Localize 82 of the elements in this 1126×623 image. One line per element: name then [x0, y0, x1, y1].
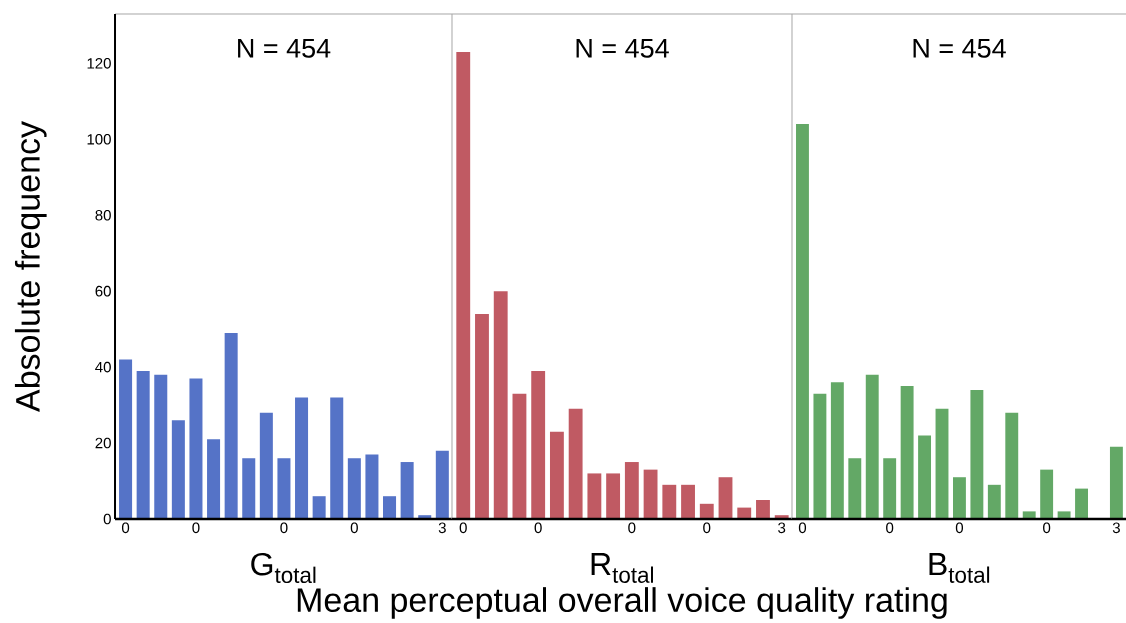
bar — [242, 458, 256, 519]
bar — [643, 469, 658, 519]
bar — [848, 458, 862, 519]
x-tick-label: 0 — [628, 522, 636, 534]
bar — [435, 450, 449, 519]
y-tick-label: 20 — [95, 437, 111, 449]
bar — [970, 389, 984, 519]
bar — [383, 496, 397, 519]
x-tick-label: 0 — [798, 522, 807, 534]
x-tick-label: 0 — [350, 522, 358, 534]
bar — [1022, 511, 1036, 519]
bar — [813, 393, 827, 519]
x-tick-label: 0 — [280, 522, 288, 534]
bar — [136, 370, 150, 519]
y-axis-title: Absolute frequency — [14, 121, 47, 412]
x-tick-label: 0 — [459, 522, 467, 534]
x-tick-label: 0 — [534, 522, 542, 534]
bar — [531, 370, 546, 519]
bar — [756, 500, 770, 519]
bar — [624, 462, 639, 519]
y-tick-label: 80 — [95, 209, 111, 221]
bar — [1057, 511, 1071, 519]
bar — [1109, 446, 1123, 519]
bar — [568, 408, 583, 519]
bar — [277, 458, 291, 519]
y-tick-label: 100 — [87, 133, 111, 145]
x-axis-title: B$_{total}$ — [929, 553, 990, 583]
bar — [295, 397, 309, 519]
bar — [154, 374, 168, 519]
y-tick-label: 120 — [87, 58, 111, 69]
bar — [952, 477, 966, 519]
text: N = 454 — [238, 38, 331, 58]
bar — [475, 313, 489, 519]
y-tick-label: 60 — [95, 285, 111, 297]
bar — [987, 484, 1001, 519]
bar — [883, 458, 897, 519]
bar — [1005, 412, 1019, 519]
bar — [456, 51, 471, 519]
x-tick-label: 3 — [1112, 522, 1120, 534]
text: N = 454 — [913, 38, 1006, 58]
bar — [606, 473, 621, 519]
bar — [662, 484, 677, 519]
x-tick-label: 0 — [703, 522, 711, 534]
text: N = 454 — [576, 38, 669, 58]
bar — [119, 359, 133, 519]
bar — [796, 124, 809, 519]
bar — [259, 412, 273, 519]
bar — [347, 458, 361, 519]
x-tick-label: 0 — [886, 522, 894, 534]
bar — [171, 420, 185, 519]
bar — [224, 332, 238, 519]
x-tick-label: 0 — [192, 522, 200, 534]
bar — [718, 477, 733, 519]
bar — [865, 374, 879, 519]
x-axis-title: R$_{total}$ — [591, 553, 653, 583]
bar — [935, 408, 949, 519]
bar — [1075, 488, 1088, 519]
text: Mean perceptual overall voice quality rating — [297, 587, 947, 619]
x-tick-label: 0 — [955, 522, 964, 534]
x-tick-label: 0 — [1043, 522, 1051, 534]
bar — [400, 462, 414, 519]
bar — [1040, 469, 1054, 519]
bar — [330, 397, 344, 519]
bar — [900, 386, 914, 519]
x-tick-label: 3 — [438, 522, 446, 534]
x-tick-label: 3 — [778, 522, 786, 534]
bar — [699, 503, 714, 519]
bar — [512, 393, 527, 519]
x-axis-title: G$_{total}$ — [251, 552, 316, 584]
bar — [549, 431, 564, 519]
bar — [918, 435, 932, 519]
bar — [207, 439, 221, 519]
bar — [493, 291, 508, 519]
x-tick-label: 0 — [121, 522, 130, 534]
bar — [587, 473, 602, 519]
bar — [189, 378, 203, 519]
bar — [830, 382, 844, 519]
bar — [365, 454, 379, 519]
y-tick-label: 40 — [95, 361, 111, 373]
y-tick-label: 0 — [103, 513, 111, 525]
bar — [312, 496, 326, 519]
bar — [681, 484, 695, 519]
